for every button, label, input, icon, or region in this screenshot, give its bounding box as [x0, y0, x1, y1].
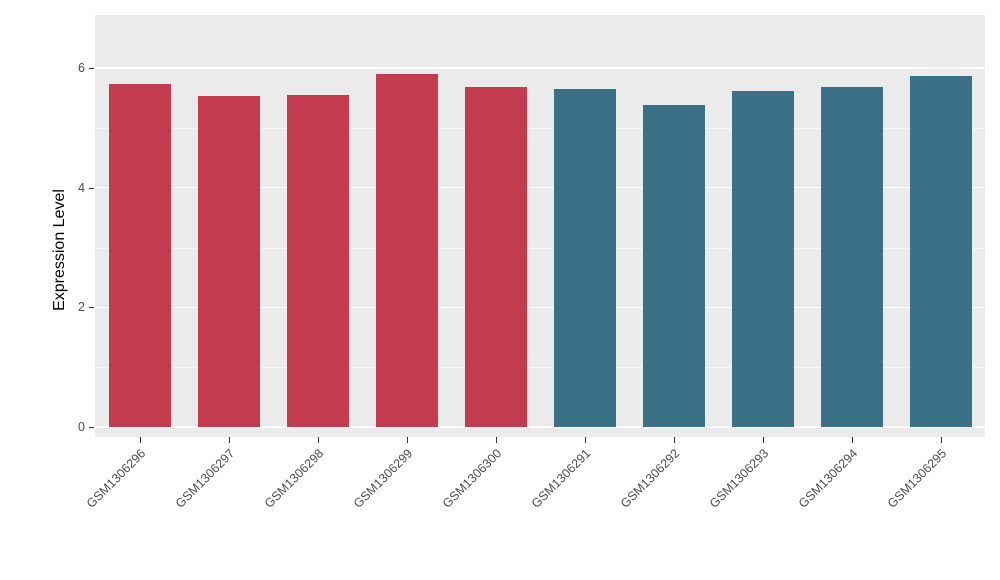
x-tick-mark [673, 437, 675, 443]
gridline-minor [95, 127, 985, 129]
x-tick-label: GSM1306293 [707, 446, 772, 511]
y-tick-mark [89, 68, 94, 70]
x-tick-label: GSM1306299 [351, 446, 416, 511]
bar-GSM1306293 [731, 90, 794, 427]
x-tick-label: GSM1306298 [262, 446, 327, 511]
x-tick-mark [584, 437, 586, 443]
gridline-major [95, 67, 985, 69]
bar-GSM1306294 [820, 87, 883, 427]
y-tick-mark [89, 307, 94, 309]
gridline-major [95, 306, 985, 309]
bar-GSM1306297 [197, 95, 260, 427]
y-tick-label: 0 [78, 420, 85, 434]
x-tick-mark [139, 437, 141, 443]
bar-GSM1306300 [464, 87, 527, 427]
y-tick-label: 4 [78, 180, 85, 195]
x-tick-mark [762, 437, 764, 443]
bar-GSM1306291 [553, 88, 616, 427]
x-tick-mark [406, 437, 408, 443]
y-axis-title: Expression Level [51, 189, 68, 311]
x-tick-label: GSM1306295 [885, 446, 950, 511]
gridline-major [95, 426, 985, 428]
bar-GSM1306292 [642, 105, 705, 427]
x-tick-mark [940, 437, 942, 443]
gridline-minor [95, 367, 985, 369]
x-tick-label: GSM1306300 [440, 446, 505, 511]
y-tick-mark [89, 187, 94, 189]
bar-GSM1306296 [108, 84, 171, 427]
gridline-major [95, 186, 985, 189]
x-tick-label: GSM1306296 [84, 446, 149, 511]
y-tick-label: 2 [78, 300, 85, 315]
x-tick-label: GSM1306294 [796, 446, 861, 511]
bar-GSM1306295 [909, 76, 972, 427]
x-tick-mark [228, 437, 230, 443]
plot-area [95, 15, 985, 437]
gridline-minor [95, 247, 985, 249]
bar-GSM1306299 [375, 74, 438, 427]
y-tick-mark [89, 427, 94, 428]
y-tick-label: 6 [78, 61, 85, 76]
x-tick-mark [495, 437, 497, 443]
x-tick-mark [317, 437, 319, 443]
bar-GSM1306298 [286, 94, 349, 427]
x-tick-label: GSM1306292 [618, 446, 683, 511]
x-tick-label: GSM1306291 [529, 446, 594, 511]
x-tick-mark [851, 437, 853, 443]
x-tick-label: GSM1306297 [173, 446, 238, 511]
